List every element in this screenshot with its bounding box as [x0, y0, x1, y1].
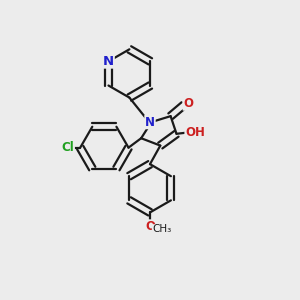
Text: N: N [103, 55, 114, 68]
Text: Cl: Cl [61, 141, 74, 154]
Text: OH: OH [185, 126, 205, 139]
Text: CH₃: CH₃ [152, 224, 171, 235]
Text: N: N [145, 116, 155, 128]
Text: O: O [183, 97, 193, 110]
Text: O: O [145, 220, 155, 233]
